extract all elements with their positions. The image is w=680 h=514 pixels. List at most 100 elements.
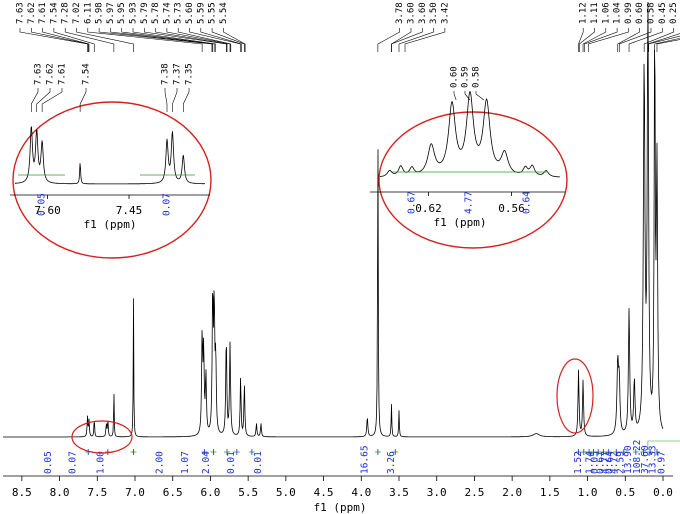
peak-label: 5.97	[106, 2, 116, 24]
peak-label: 3.42	[440, 2, 450, 24]
peak-label-leader	[189, 28, 241, 52]
peak-label: 5.60	[185, 2, 195, 24]
peak-label-leader	[584, 28, 618, 52]
inset-aromatic-tick-label: 7.45	[116, 204, 143, 217]
integral-value: 0.01	[226, 451, 237, 474]
inset-aromatic-peak-label: 7.37	[173, 63, 183, 85]
inset-aliphatic-peak-label: 0.59	[461, 66, 471, 88]
peak-label: 0.45	[658, 2, 668, 24]
peak-label: 0.58	[647, 2, 657, 24]
peak-label: 5.54	[219, 2, 229, 24]
inset-aromatic-peak-leader	[182, 88, 190, 112]
integral-value: 1.00	[96, 451, 107, 474]
integral-value: 1.52	[573, 451, 584, 474]
inset-aliphatic-peak-label: 0.60	[450, 66, 460, 88]
peak-label: 7.28	[61, 2, 71, 24]
peak-label-leader	[144, 28, 227, 52]
peak-label: 5.55	[208, 2, 218, 24]
peak-label: 5.95	[117, 2, 127, 24]
x-tick-label: 1.0	[578, 486, 598, 499]
integral-value: 13.90	[623, 445, 634, 474]
x-tick-label: 2.0	[502, 486, 522, 499]
inset-aromatic-trace	[15, 126, 205, 185]
highlight-ellipse-aromatic	[71, 420, 133, 454]
inset-aliphatic-axis-title: f1 (ppm)	[434, 216, 487, 229]
peak-label: 1.06	[601, 2, 611, 24]
integral-value: 0.05	[590, 451, 601, 474]
integral-value: 0.67	[596, 451, 607, 474]
integral-value: 108.22	[632, 440, 643, 474]
inset-aromatic-peak-leader	[41, 88, 63, 112]
inset-aromatic-peak-label: 7.63	[34, 63, 44, 85]
peak-label: 1.04	[613, 2, 623, 24]
peak-label-leader	[643, 28, 674, 52]
inset-ellipse-aliphatic	[378, 111, 568, 249]
inset-aromatic-tick-label: 7.60	[34, 204, 61, 217]
x-tick-label: 0.0	[653, 486, 673, 499]
peak-label: 5.78	[151, 2, 161, 24]
peak-label: 5.74	[162, 2, 172, 24]
peak-label-leader	[177, 28, 232, 52]
integral-curve	[647, 440, 680, 447]
inset-aromatic-peak-label: 7.62	[46, 63, 56, 85]
peak-label-leader	[64, 28, 115, 52]
peak-label-leader	[121, 28, 215, 52]
x-tick-label: 7.0	[125, 486, 145, 499]
integral-value: 16.65	[360, 445, 371, 474]
peak-label: 3.50	[429, 2, 439, 24]
peak-label: 1.12	[579, 2, 589, 24]
peak-label-leader	[578, 28, 595, 52]
highlight-ellipse-aliphatic	[556, 358, 594, 434]
peak-label-leader	[155, 28, 228, 52]
inset-aliphatic-integral-value: 0.64	[522, 191, 533, 214]
peak-label: 0.60	[635, 2, 645, 24]
peak-label-leader	[588, 28, 629, 52]
peak-label: 5.93	[129, 2, 139, 24]
peak-label-leader	[76, 28, 134, 52]
peak-label-leader	[398, 28, 434, 52]
inset-aliphatic-peak-leader	[453, 91, 457, 101]
spectrum-trace	[3, 1, 664, 438]
peak-label-leader	[166, 28, 231, 52]
integral-value: 4.72	[609, 451, 620, 474]
peak-label-leader	[377, 28, 400, 52]
peak-label: 3.60	[418, 2, 428, 24]
peak-label-leader	[87, 28, 203, 52]
peak-label: 5.59	[196, 2, 206, 24]
peak-label: 7.63	[16, 2, 26, 24]
integral-value: 1.74	[584, 451, 595, 474]
inset-aromatic-peak-label: 7.35	[185, 63, 195, 85]
integral-value: 1.07	[180, 451, 191, 474]
integral-value: 2.04	[201, 451, 212, 474]
inset-aromatic-peak-leader	[164, 88, 168, 112]
inset-aliphatic-peak-leader	[464, 91, 471, 101]
peak-label-leader	[200, 28, 242, 52]
integral-value: 2.00	[154, 451, 165, 474]
x-tick-label: 2.5	[464, 486, 484, 499]
peak-label-leader	[656, 39, 680, 52]
integral-value: 3.26	[386, 451, 397, 474]
peak-label-leader	[42, 28, 90, 52]
inset-ellipse-aromatic	[12, 101, 212, 259]
peak-label: 5.79	[140, 2, 150, 24]
integral-value: 37.60	[640, 445, 651, 474]
inset-aromatic-peak-label: 7.54	[82, 63, 92, 85]
inset-aromatic-integral-value: 0.07	[162, 193, 173, 216]
inset-aromatic-peak-leader	[172, 88, 178, 112]
peak-label-leader	[98, 28, 213, 52]
x-tick-label: 5.0	[276, 486, 296, 499]
integral-value: 13.33	[648, 445, 659, 474]
integral-value: 0.05	[43, 451, 54, 474]
peak-label: 5.73	[174, 2, 184, 24]
inset-aromatic-peak-leader	[36, 88, 51, 112]
peak-label: 6.11	[83, 2, 93, 24]
x-tick-label: 4.5	[314, 486, 334, 499]
peak-label-leader	[31, 28, 89, 52]
peak-label-leader	[617, 28, 640, 52]
peak-label-leader	[618, 28, 652, 52]
x-tick-label: 3.0	[427, 486, 447, 499]
peak-label-leader	[19, 28, 88, 52]
peak-label-leader	[647, 33, 680, 52]
peak-label-leader	[582, 28, 607, 52]
